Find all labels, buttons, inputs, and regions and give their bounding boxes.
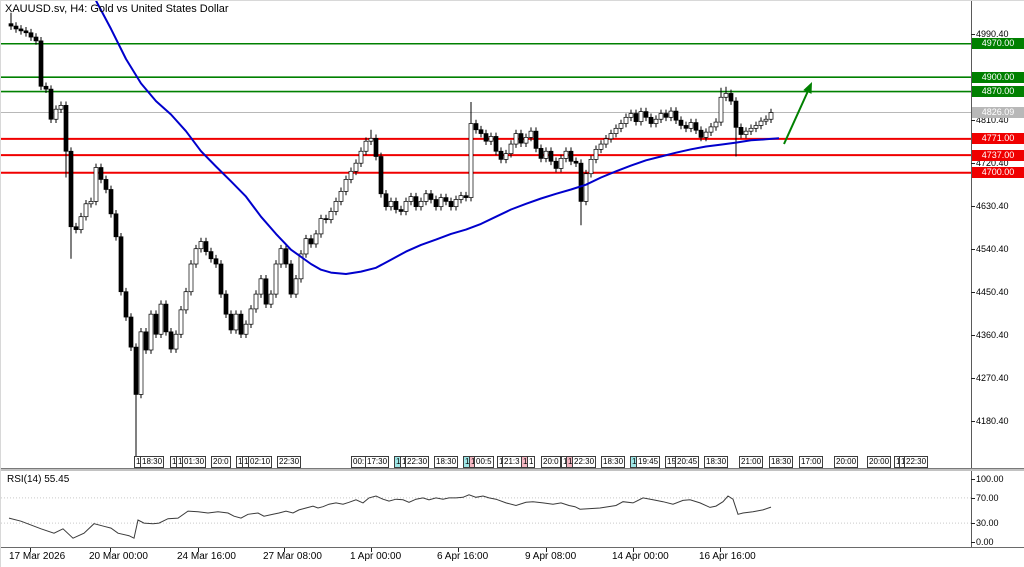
- date-tick-mark: [720, 548, 721, 552]
- date-label: 17 Mar 2026: [9, 551, 66, 562]
- date-label: 14 Apr 00:00: [612, 551, 669, 562]
- panel-separator-line: [1, 468, 1024, 469]
- date-label: 16 Apr 16:00: [699, 551, 756, 562]
- rsi-tick-label: 0.00: [976, 537, 994, 547]
- rsi-tick-label: 30.00: [976, 518, 999, 528]
- rsi-line[interactable]: [8, 494, 772, 539]
- time-tag: 20:0: [211, 456, 231, 468]
- price-tick-mark: [971, 421, 975, 422]
- time-tag: 21:00: [739, 456, 764, 468]
- time-tag: 1: [527, 456, 536, 468]
- moving-average-line[interactable]: [95, 1, 780, 275]
- date-tick-mark: [371, 548, 372, 552]
- price-tick-mark: [971, 120, 975, 121]
- time-axis-border: [1, 547, 1024, 548]
- price-level-label-resistance[interactable]: 4970.00: [972, 38, 1024, 49]
- time-tag: 19:45: [636, 456, 661, 468]
- price-tick-label: 4990.40: [976, 29, 1009, 39]
- date-tick-mark: [546, 548, 547, 552]
- price-level-label-resistance[interactable]: 4900.00: [972, 72, 1024, 83]
- date-label: 1 Apr 00:00: [350, 551, 402, 562]
- time-tag: 22:30: [277, 456, 302, 468]
- rsi-tick-mark: [971, 479, 975, 480]
- price-level-label-support[interactable]: 4771.00: [972, 133, 1024, 144]
- price-tick-label: 4810.40: [976, 115, 1009, 125]
- date-label: 9 Apr 08:00: [525, 551, 577, 562]
- date-tick-mark: [30, 548, 31, 552]
- price-level-label-support[interactable]: 4737.00: [972, 150, 1024, 161]
- time-tag: 22:30: [572, 456, 597, 468]
- time-tag: 01:30: [182, 456, 207, 468]
- time-tag: 22:30: [405, 456, 430, 468]
- date-label: 27 Mar 08:00: [263, 551, 322, 562]
- price-tick-mark: [971, 378, 975, 379]
- time-tag: 17:00: [799, 456, 824, 468]
- resistance-lines[interactable]: [1, 42, 971, 93]
- time-tag: 20:00: [834, 456, 859, 468]
- price-tick-label: 4270.40: [976, 373, 1009, 383]
- date-tick-mark: [458, 548, 459, 552]
- price-level-label-support[interactable]: 4700.00: [972, 167, 1024, 178]
- price-level-label-resistance[interactable]: 4870.00: [972, 86, 1024, 97]
- time-tag: 20:00: [867, 456, 892, 468]
- price-tick-label: 4180.40: [976, 416, 1009, 426]
- price-tick-mark: [971, 34, 975, 35]
- date-label: 24 Mar 16:00: [177, 551, 236, 562]
- rsi-tick-label: 70.00: [976, 493, 999, 503]
- time-tag: 15: [665, 456, 678, 468]
- time-tag: 18:30: [434, 456, 459, 468]
- rsi-indicator-label: RSI(14) 55.45: [7, 474, 70, 485]
- price-tick-mark: [971, 249, 975, 250]
- time-tag: 00:: [351, 456, 367, 468]
- price-tick-label: 4540.40: [976, 244, 1009, 254]
- candles-series: [8, 12, 774, 458]
- time-tag: 02:10: [248, 456, 273, 468]
- price-tick-mark: [971, 335, 975, 336]
- date-tick-mark: [284, 548, 285, 552]
- time-tag: 00:5: [474, 456, 494, 468]
- price-tick-label: 4450.40: [976, 287, 1009, 297]
- panel-separator[interactable]: [1, 469, 1024, 471]
- date-label: 6 Apr 16:00: [437, 551, 489, 562]
- time-tag: 21:3: [502, 456, 522, 468]
- price-tick-label: 4360.40: [976, 330, 1009, 340]
- rsi-tick-mark: [971, 542, 975, 543]
- price-chart-canvas[interactable]: [1, 1, 971, 548]
- time-tag: 20:0: [541, 456, 561, 468]
- price-tick-mark: [971, 163, 975, 164]
- time-tag: 17:30: [365, 456, 390, 468]
- time-tag: 18:30: [601, 456, 626, 468]
- time-tag: 18:30: [704, 456, 729, 468]
- rsi-tick-mark: [971, 498, 975, 499]
- chart-title: XAUUSD.sv, H4: Gold vs United States Dol…: [5, 3, 229, 15]
- time-tag: 20:45: [675, 456, 700, 468]
- rsi-tick-mark: [971, 523, 975, 524]
- price-level-label-current-price[interactable]: 4826.09: [972, 107, 1024, 118]
- date-tick-mark: [198, 548, 199, 552]
- price-tick-mark: [971, 292, 975, 293]
- time-tag: 18:30: [140, 456, 165, 468]
- price-tick-label: 4720.40: [976, 158, 1009, 168]
- time-tag: 18:30: [769, 456, 794, 468]
- date-tick-mark: [633, 548, 634, 552]
- date-label: 20 Mar 00:00: [89, 551, 148, 562]
- price-tick-mark: [971, 206, 975, 207]
- date-tick-mark: [110, 548, 111, 552]
- rsi-tick-label: 100.00: [976, 474, 1004, 484]
- price-axis-border: [971, 1, 972, 547]
- price-tick-label: 4630.40: [976, 201, 1009, 211]
- time-tag: 22:30: [904, 456, 929, 468]
- trend-arrow[interactable]: [783, 82, 812, 145]
